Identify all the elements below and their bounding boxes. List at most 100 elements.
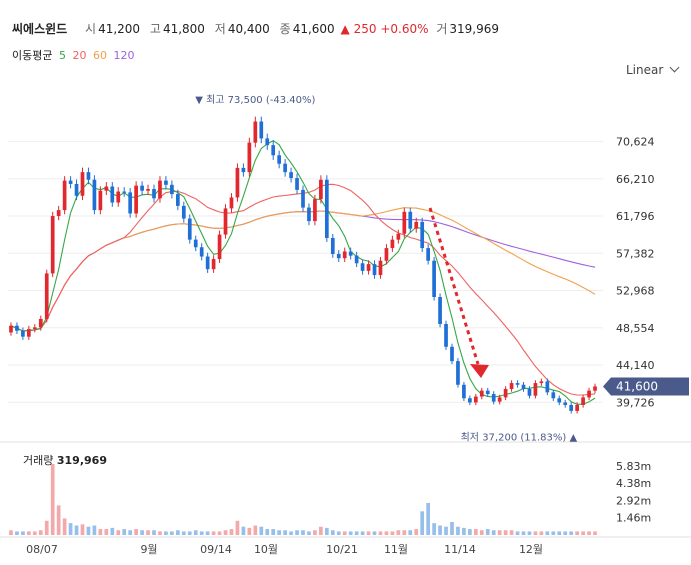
- y-tick-label: 39,726: [616, 396, 655, 409]
- candle: [21, 330, 25, 337]
- trend-arrow-head: [470, 364, 489, 378]
- candle: [176, 194, 180, 206]
- volume-bar: [509, 530, 514, 535]
- volume-panel-label: 거래량: [23, 454, 54, 467]
- candle: [241, 167, 246, 173]
- volume-bar: [366, 531, 371, 535]
- volume-bar: [384, 531, 389, 535]
- volume-bar: [313, 530, 317, 535]
- change-value: 250: [353, 22, 377, 36]
- volume-bar: [134, 529, 138, 535]
- volume-bar: [396, 530, 401, 535]
- volume-panel-value: 319,969: [56, 454, 107, 467]
- volume-bar: [342, 531, 347, 535]
- volume-bar: [74, 525, 79, 535]
- volume-bar: [247, 527, 252, 535]
- candle: [253, 121, 258, 143]
- volume-bar: [158, 531, 162, 535]
- current-price-label: 41,600: [616, 379, 658, 393]
- volume-bar: [539, 531, 544, 535]
- candle: [408, 211, 413, 229]
- volume-value: 319,969: [449, 22, 500, 36]
- candle: [301, 189, 305, 208]
- candle: [432, 260, 436, 298]
- volume-bar: [128, 530, 133, 535]
- candle: [229, 197, 234, 209]
- volume-bar: [170, 531, 174, 535]
- volume-bar: [68, 523, 73, 535]
- candle: [348, 251, 353, 256]
- volume-bar: [515, 531, 520, 535]
- volume-bar: [360, 531, 365, 535]
- candle: [116, 191, 121, 203]
- candle: [122, 191, 127, 193]
- candle: [170, 184, 174, 195]
- candle: [438, 297, 442, 325]
- candle: [456, 361, 460, 385]
- volume-bar: [229, 529, 234, 535]
- candle: [521, 384, 526, 389]
- candle: [402, 211, 407, 234]
- change-percent: +0.60%: [380, 22, 429, 36]
- volume-bar: [533, 531, 538, 535]
- candle: [205, 256, 210, 270]
- candle: [569, 405, 574, 411]
- volume-bar: [444, 526, 448, 535]
- y-tick-label: 52,968: [616, 285, 655, 298]
- candle: [86, 172, 91, 180]
- candle: [450, 346, 454, 362]
- moving-average-legend[interactable]: 이동평균 5 20 60 120: [12, 47, 137, 63]
- volume-bar: [116, 530, 121, 535]
- open-value: 41,200: [98, 22, 141, 36]
- candle: [509, 383, 514, 389]
- volume-bar: [468, 529, 472, 535]
- volume-bar: [104, 529, 109, 535]
- candle: [497, 397, 502, 402]
- y-tick-label: 70,624: [616, 136, 655, 149]
- x-tick-label: 10월: [254, 543, 278, 556]
- current-price-tag: [603, 377, 689, 396]
- candle: [62, 180, 67, 211]
- volume-bar: [223, 530, 228, 535]
- candle: [503, 388, 508, 398]
- volume-bar: [354, 531, 359, 535]
- volume-bar: [372, 531, 377, 535]
- volume-bar: [432, 523, 436, 535]
- high-value: 41,800: [162, 22, 205, 36]
- change-up-icon: ▲: [340, 22, 350, 36]
- volume-bar: [563, 531, 568, 535]
- candle: [158, 180, 162, 199]
- candle: [426, 248, 430, 261]
- candle: [414, 221, 419, 229]
- volume-bar: [420, 511, 425, 535]
- moving-average-label: 이동평균: [12, 49, 53, 62]
- candle: [223, 208, 228, 235]
- candle: [74, 183, 79, 196]
- candle: [587, 390, 591, 398]
- x-tick-label: 09/14: [200, 543, 232, 556]
- volume-tick-label: 5.83m: [616, 460, 651, 473]
- x-tick-label: 12월: [519, 543, 543, 556]
- high-label: 고: [149, 22, 161, 36]
- ma-20: 20: [72, 49, 87, 62]
- candle: [354, 255, 359, 264]
- candle: [68, 180, 73, 184]
- volume-bar: [378, 531, 383, 535]
- candle: [50, 216, 55, 274]
- candle: [593, 386, 597, 391]
- volume-bar: [253, 525, 258, 535]
- candle: [390, 239, 395, 249]
- volume-bar: [27, 531, 31, 535]
- candle: [92, 179, 97, 211]
- y-tick-label: 57,382: [616, 247, 655, 260]
- candle: [468, 398, 472, 403]
- candle: [181, 205, 186, 219]
- volume-bar: [56, 505, 61, 535]
- candle: [193, 239, 198, 248]
- scale-selector[interactable]: Linear: [626, 62, 680, 77]
- volume-bar: [503, 530, 508, 535]
- y-tick-label: 61,796: [616, 210, 655, 223]
- candle: [211, 259, 216, 270]
- stock-name: 씨에스윈드: [12, 22, 68, 36]
